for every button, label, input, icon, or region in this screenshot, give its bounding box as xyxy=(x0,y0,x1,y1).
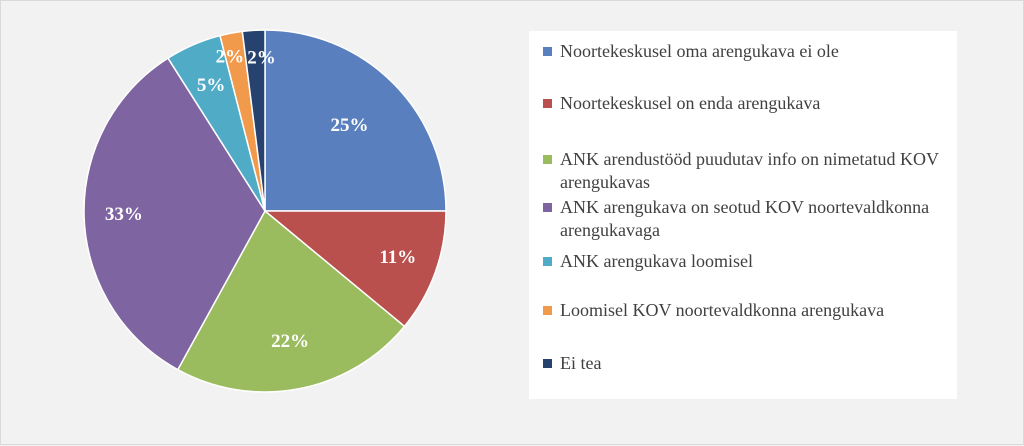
legend-label-4: ANK arengukava loomisel xyxy=(560,251,753,271)
legend-item-2: ANK arendustööd puudutav info on nimetat… xyxy=(543,148,953,194)
legend-item-4: ANK arengukava loomisel xyxy=(543,250,953,273)
legend-swatch-3 xyxy=(543,203,552,212)
pie-slice-0 xyxy=(264,29,447,212)
legend-item-1: Noortekeskusel on enda arengukava xyxy=(543,92,953,115)
pie-slice-2 xyxy=(176,209,406,393)
legend-swatch-4 xyxy=(543,257,552,266)
legend-swatch-1 xyxy=(543,99,552,108)
pie-label-2: 22% xyxy=(271,331,309,352)
legend-item-0: Noortekeskusel oma arengukava ei ole xyxy=(543,40,953,63)
pie-label-4: 5% xyxy=(197,75,226,96)
legend-label-5: Loomisel KOV noortevaldkonna arengukava xyxy=(560,300,885,320)
pie-slice-6 xyxy=(241,29,266,212)
legend: Noortekeskusel oma arengukava ei ole Noo… xyxy=(529,31,957,399)
pie-label-6: 2% xyxy=(247,48,276,69)
legend-swatch-6 xyxy=(543,359,552,368)
pie-slice-3 xyxy=(83,57,266,371)
legend-label-3: ANK arengukava on seotud KOV noortevaldk… xyxy=(560,197,930,240)
legend-item-5: Loomisel KOV noortevaldkonna arengukava xyxy=(543,299,953,322)
pie-label-5: 2% xyxy=(216,46,245,67)
legend-swatch-2 xyxy=(543,155,552,164)
legend-swatch-0 xyxy=(543,47,552,56)
pie-label-3: 33% xyxy=(105,204,143,225)
pie-label-0: 25% xyxy=(330,115,368,136)
pie-slice-1 xyxy=(262,210,447,328)
legend-label-6: Ei tea xyxy=(560,353,602,373)
pie-label-1: 11% xyxy=(379,247,416,268)
legend-swatch-5 xyxy=(543,306,552,315)
legend-label-1: Noortekeskusel on enda arengukava xyxy=(560,93,821,113)
legend-label-2: ANK arendustööd puudutav info on nimetat… xyxy=(560,149,939,192)
legend-item-6: Ei tea xyxy=(543,352,953,375)
legend-item-3: ANK arengukava on seotud KOV noortevaldk… xyxy=(543,196,953,242)
legend-label-0: Noortekeskusel oma arengukava ei ole xyxy=(560,41,839,61)
